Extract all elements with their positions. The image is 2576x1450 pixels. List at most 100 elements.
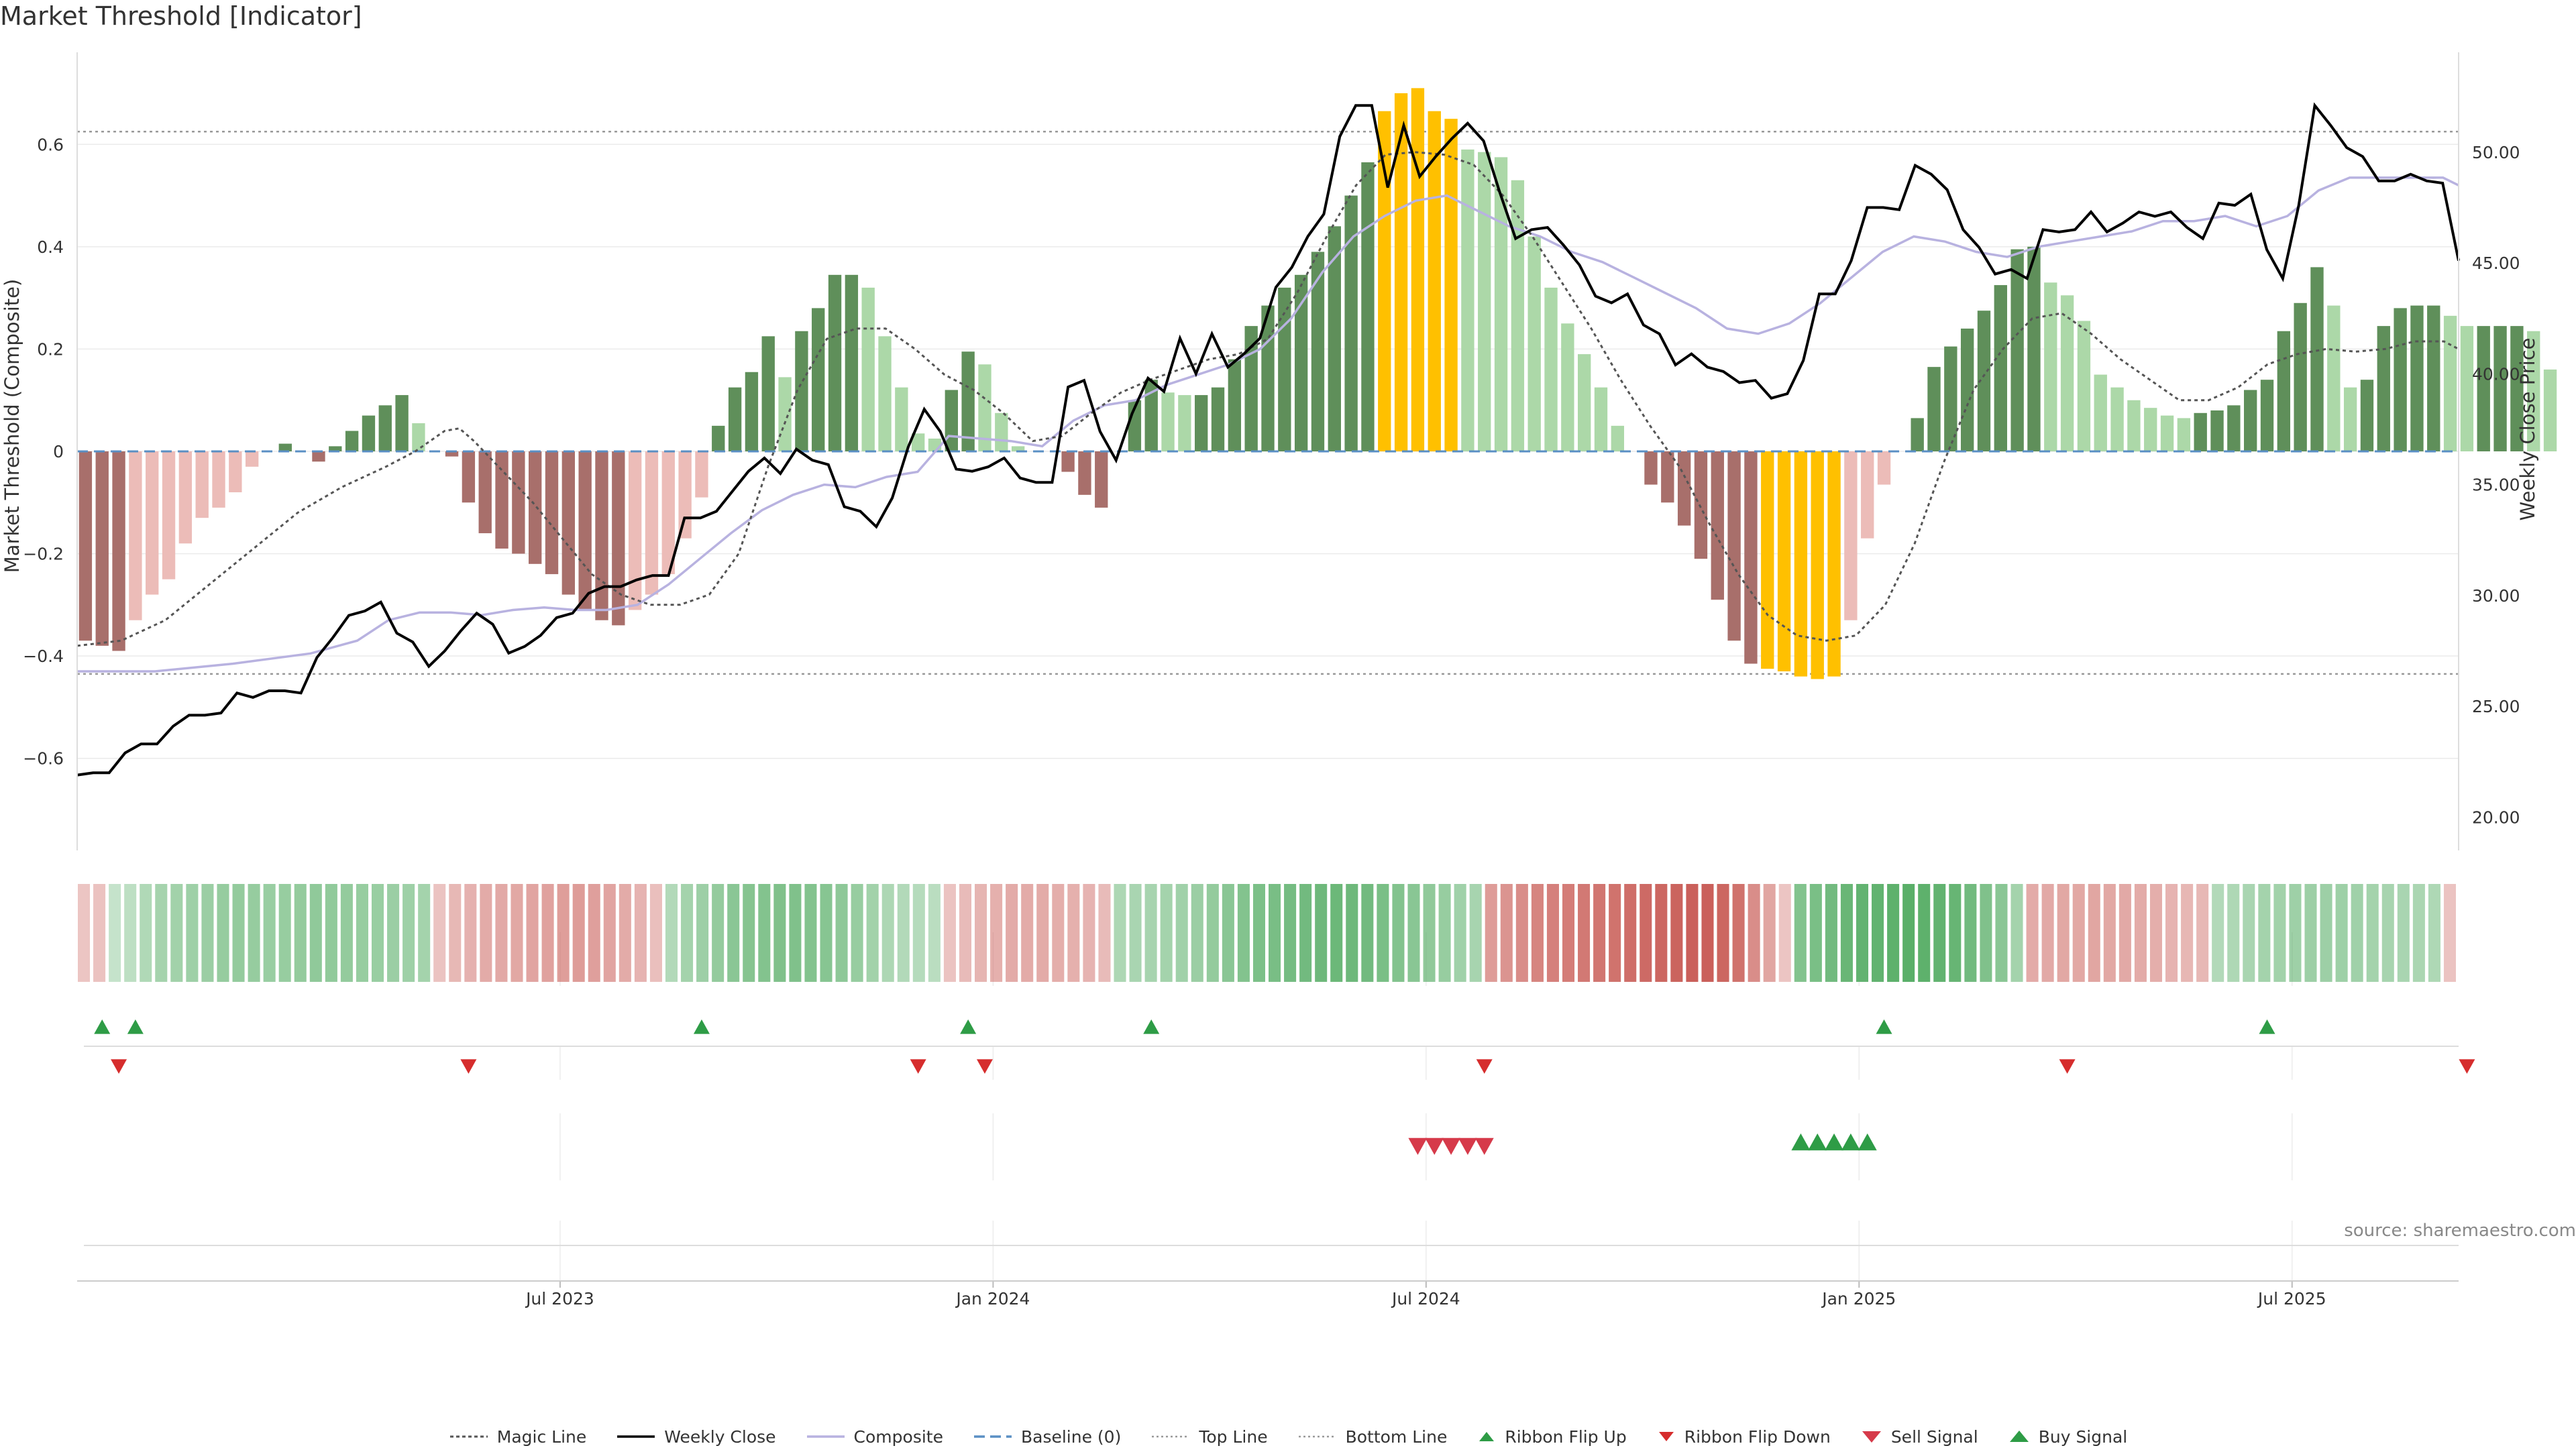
composite-bar <box>1877 451 1891 485</box>
legend-ribbon-flip-up[interactable]: Ribbon Flip Up <box>1477 1427 1627 1447</box>
ribbon-cell <box>1593 884 1606 982</box>
composite-bar <box>661 451 675 575</box>
ribbon-cell <box>789 884 802 982</box>
composite-bar <box>2360 380 2374 451</box>
composite-bar <box>462 451 476 503</box>
composite-bar <box>2210 410 2224 451</box>
legend-buy-signal[interactable]: Buy Signal <box>2008 1427 2128 1447</box>
y2-tick-label: 30.00 <box>2472 586 2520 606</box>
x-tick-label: Jul 2023 <box>525 1289 594 1308</box>
ribbon-cell <box>881 884 894 982</box>
composite-bar <box>2077 321 2091 451</box>
composite-bar <box>312 451 325 462</box>
ribbon-cell <box>1500 884 1513 982</box>
ribbon-flip-up-marker <box>1876 1019 1892 1034</box>
composite-bar <box>2443 315 2457 451</box>
ribbon-cell <box>1454 884 1466 982</box>
ribbon-cell <box>696 884 709 982</box>
ribbon-flip-down-marker <box>910 1059 926 1074</box>
ribbon-cell <box>1485 884 1497 982</box>
ribbon-cell <box>93 884 106 982</box>
ribbon-cell <box>1423 884 1436 982</box>
composite-bar <box>1095 451 1108 508</box>
ribbon-cell <box>1252 884 1265 982</box>
ribbon-cell <box>155 884 168 982</box>
y2-tick-label: 40.00 <box>2472 364 2520 384</box>
composite-bar <box>1278 287 1291 451</box>
composite-bar <box>2410 305 2424 451</box>
legend-bottom-line[interactable]: Bottom Line <box>1297 1427 1447 1447</box>
ribbon-cell <box>2227 884 2240 982</box>
composite-bar <box>1677 451 1691 526</box>
legend-magic-line[interactable]: Magic Line <box>449 1427 586 1447</box>
ribbon-cell <box>1995 884 2008 982</box>
ribbon-cell <box>201 884 214 982</box>
weekly-close-line <box>76 102 2460 777</box>
legend-top-line[interactable]: Top Line <box>1150 1427 1268 1447</box>
ribbon-cell <box>1175 884 1188 982</box>
composite-bar <box>245 451 259 467</box>
composite-bar <box>2543 369 2557 451</box>
composite-bar <box>1494 157 1508 451</box>
ribbon-flip-down-marker <box>2059 1059 2076 1074</box>
ribbon-cell <box>248 884 260 982</box>
ribbon-cell <box>1006 884 1018 982</box>
composite-bar <box>1744 451 1758 664</box>
composite-bar <box>745 372 759 451</box>
ribbon-cell <box>495 884 508 982</box>
ribbon-cell <box>2443 884 2456 982</box>
ribbon-cell <box>712 884 724 982</box>
ribbon-cell <box>681 884 694 982</box>
ribbon-cell <box>309 884 322 982</box>
ribbon-cell <box>1655 884 1668 982</box>
ribbon-cell <box>325 884 337 982</box>
composite-bar <box>1644 451 1658 485</box>
ribbon-cell <box>1809 884 1822 982</box>
composite-bar <box>2177 418 2191 451</box>
composite-bar <box>2027 246 2041 451</box>
composite-bar <box>1911 418 1924 451</box>
ribbon-cell <box>170 884 183 982</box>
ribbon-cell <box>1330 884 1343 982</box>
ribbon-flip-up-marker <box>960 1019 977 1034</box>
legend-label: Ribbon Flip Up <box>1505 1427 1627 1447</box>
ribbon-cell <box>387 884 400 982</box>
y2-tick-label: 25.00 <box>2472 697 2520 716</box>
composite-bar <box>845 274 859 451</box>
buy-signal-marker <box>1808 1133 1827 1151</box>
legend-weekly-close[interactable]: Weekly Close <box>616 1427 776 1447</box>
composite-bar <box>1378 111 1391 451</box>
composite-bar <box>1694 451 1708 559</box>
composite-bar <box>1994 285 2007 451</box>
ribbon-cell <box>975 884 987 982</box>
legend-sell-signal[interactable]: Sell Signal <box>1860 1427 1978 1447</box>
legend-label: Buy Signal <box>2038 1427 2128 1447</box>
ribbon-cell <box>418 884 431 982</box>
ribbon-cell <box>1144 884 1157 982</box>
ribbon-cell <box>278 884 291 982</box>
ribbon-cell <box>1887 884 1900 982</box>
ribbon-cell <box>1361 884 1374 982</box>
ribbon-cell <box>232 884 245 982</box>
legend-ribbon-flip-down[interactable]: Ribbon Flip Down <box>1656 1427 1831 1447</box>
ribbon-cell <box>1315 884 1328 982</box>
legend-baseline[interactable]: Baseline (0) <box>973 1427 1121 1447</box>
y-tick-label: −0.6 <box>23 749 64 769</box>
reference-lines <box>77 130 2459 675</box>
ribbon-cell <box>1098 884 1111 982</box>
ribbon-cell <box>1856 884 1869 982</box>
ribbon-cell <box>356 884 368 982</box>
composite-bar <box>345 431 359 451</box>
composite-bar <box>645 451 659 595</box>
ribbon-cell <box>402 884 415 982</box>
buy-signal-marker <box>1858 1133 1877 1151</box>
composite-bar <box>1328 226 1341 451</box>
ribbon-cell <box>634 884 647 982</box>
ribbon-cell <box>665 884 678 982</box>
composite-bar <box>1611 425 1625 451</box>
legend-composite[interactable]: Composite <box>806 1427 943 1447</box>
legend-label: Weekly Close <box>664 1427 776 1447</box>
composite-bar <box>1811 451 1824 679</box>
composite-bar <box>195 451 209 518</box>
ribbon-cell <box>1036 884 1049 982</box>
